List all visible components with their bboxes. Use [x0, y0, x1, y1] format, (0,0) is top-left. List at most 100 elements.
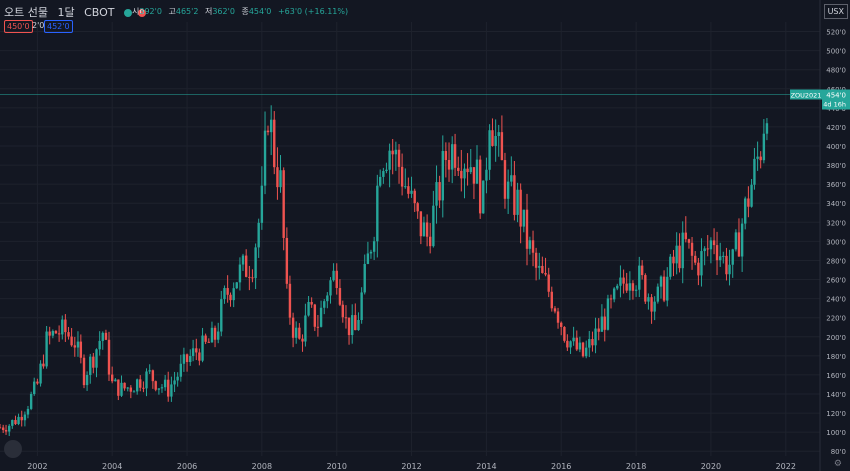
candle-body — [687, 239, 691, 243]
candle-body — [638, 265, 641, 290]
candle-body — [712, 240, 716, 246]
candle-body — [731, 249, 734, 265]
candle-body — [51, 331, 55, 336]
candle-body — [17, 416, 20, 425]
candle-body — [338, 288, 342, 305]
candle-body — [740, 223, 744, 257]
candle-body — [45, 331, 48, 367]
candle-body — [625, 283, 628, 291]
candle-body — [715, 245, 719, 261]
ohlc-values: 시392'0 고465'2 저362'0 종454'0 +63'0 (+16.1… — [132, 6, 352, 17]
candle-body — [662, 276, 666, 301]
candle-body — [54, 331, 58, 334]
x-tick-label: 2018 — [626, 462, 646, 471]
candle-body — [285, 237, 289, 284]
candle-body — [366, 253, 370, 264]
candle-body — [170, 384, 173, 397]
candle-body — [369, 251, 373, 254]
candle-body — [747, 198, 750, 207]
candle-body — [185, 354, 189, 363]
y-tick-label: 100'0 — [826, 429, 846, 437]
candle-body — [488, 130, 491, 170]
candle-body — [176, 376, 179, 381]
candle-body — [556, 311, 560, 323]
candle-body — [441, 151, 444, 201]
grid — [0, 22, 820, 456]
y-tick-label: 420'0 — [826, 124, 846, 132]
candle-body — [753, 158, 756, 185]
candle-body — [759, 156, 762, 161]
candle-body — [603, 316, 606, 330]
candle-body — [694, 255, 697, 263]
candle-body — [560, 322, 563, 327]
y-tick-label: 120'0 — [826, 410, 846, 418]
tradingview-logo-icon[interactable] — [4, 440, 22, 458]
settings-gear-icon[interactable]: ⚙ — [833, 459, 842, 469]
ask-price-box[interactable]: 452'0 — [44, 20, 73, 33]
candle-body — [572, 337, 575, 342]
candle-body — [263, 130, 267, 186]
candle-body — [282, 170, 285, 238]
x-tick-label: 2020 — [701, 462, 721, 471]
y-tick-label: 80'0 — [831, 448, 846, 456]
candle-body — [126, 387, 129, 389]
candle-body — [360, 292, 363, 321]
candle-body — [279, 170, 282, 188]
candle-body — [316, 326, 320, 328]
candle-body — [628, 283, 632, 291]
candle-body — [257, 222, 260, 248]
y-tick-label: 380'0 — [826, 162, 846, 170]
bid-price-box[interactable]: 450'0 — [4, 20, 33, 33]
candle-body — [422, 222, 426, 237]
candle-body — [616, 285, 619, 289]
candle-body — [210, 327, 214, 343]
x-tick-label: 2004 — [102, 462, 122, 471]
symbol-title[interactable]: 오트 선물 1달 CBOT D — [4, 4, 152, 20]
candle-body — [410, 190, 413, 194]
x-tick-label: 2012 — [401, 462, 421, 471]
candle-body — [48, 331, 51, 336]
candle-body — [294, 327, 298, 338]
currency-selector[interactable]: USX — [823, 4, 848, 19]
candle-body — [644, 275, 647, 302]
candle-body — [341, 304, 344, 318]
candle-body — [39, 363, 42, 384]
candle-body — [182, 354, 186, 364]
price-axis[interactable]: 80'0 100'0 120'0 140'0 160'0 180'0 200'0 220'0 2… — [819, 0, 850, 471]
price-axis-bg — [820, 0, 850, 471]
candle-body — [378, 176, 382, 186]
candle-body — [606, 298, 610, 330]
candle-body — [248, 276, 251, 278]
last-price-line: ZOU2021 454'04d 16h — [0, 89, 850, 110]
candle-body — [82, 357, 86, 386]
candle-body — [304, 315, 307, 342]
candle-body — [737, 232, 741, 257]
high-label: 고 — [168, 7, 176, 16]
candle-body — [444, 151, 448, 161]
y-tick-label: 140'0 — [826, 391, 846, 399]
candle-body — [466, 168, 469, 173]
candle-body — [500, 132, 504, 161]
candle-body — [220, 299, 223, 332]
candle-body — [659, 276, 663, 287]
candle-body — [347, 317, 351, 336]
candle-body — [506, 181, 510, 199]
candle-body — [189, 356, 192, 363]
candle-body — [472, 167, 476, 184]
time-axis[interactable]: 2002 2004 2006 2008 2010 2012 2014 2016 2018 2020… — [27, 462, 796, 471]
open-value: 392'0 — [139, 7, 162, 16]
candle-body — [329, 280, 332, 296]
candle-body — [310, 301, 313, 305]
y-tick-label: 260'0 — [826, 277, 846, 285]
candle-body — [163, 379, 167, 388]
candle-body — [61, 319, 64, 335]
candle-body — [101, 332, 104, 341]
candle-body — [391, 150, 394, 155]
candle-body — [681, 232, 684, 269]
candle-body — [191, 348, 195, 357]
candle-body — [612, 288, 616, 300]
candle-body — [132, 391, 136, 393]
candle-body — [213, 327, 217, 340]
candle-body — [591, 339, 594, 346]
